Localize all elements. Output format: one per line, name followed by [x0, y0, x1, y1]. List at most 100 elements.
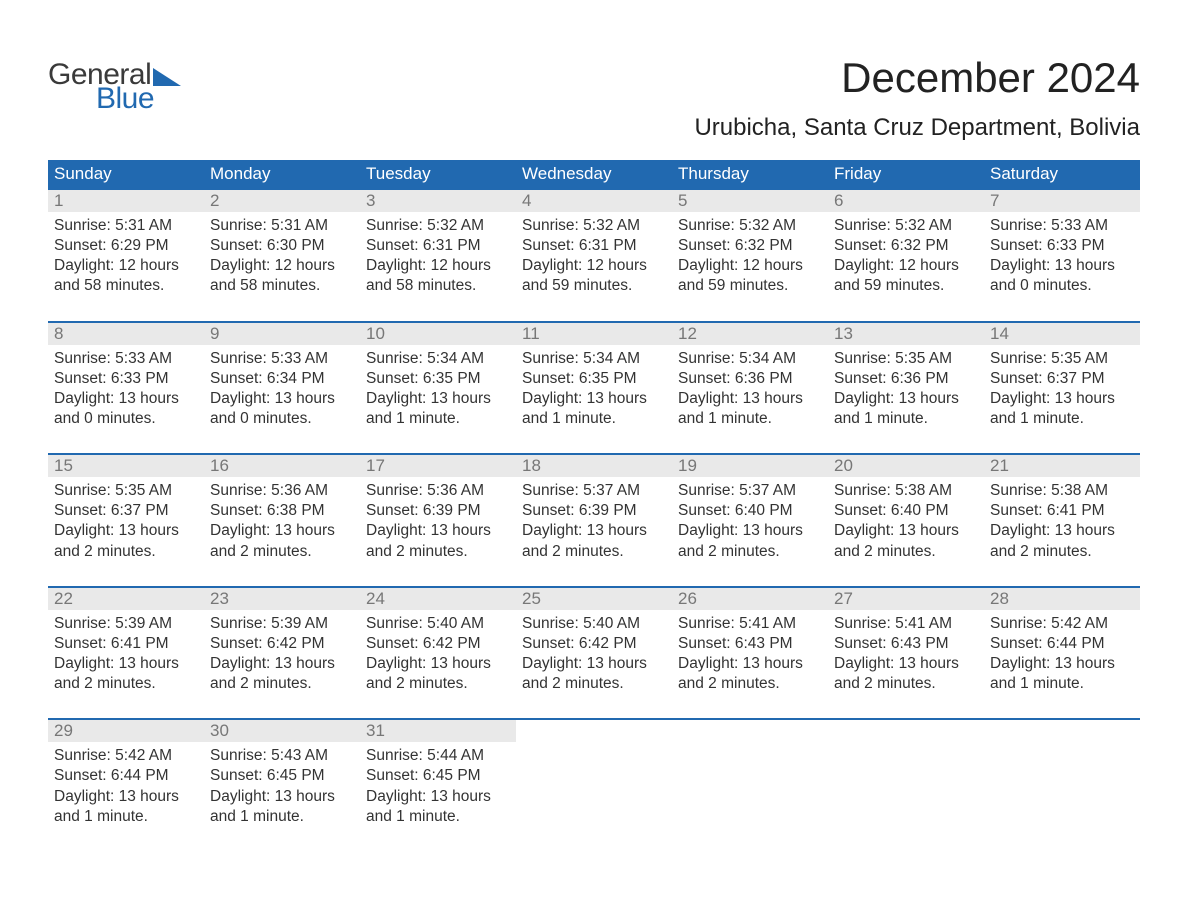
- weekday-header: Tuesday: [360, 160, 516, 188]
- day-daylight2: and 58 minutes.: [366, 276, 510, 296]
- title-block: December 2024 Urubicha, Santa Cruz Depar…: [694, 30, 1140, 154]
- day-number: 26: [672, 588, 828, 610]
- weekday-header: Friday: [828, 160, 984, 188]
- day-daylight2: and 59 minutes.: [678, 276, 822, 296]
- day-sunrise: Sunrise: 5:41 AM: [678, 614, 822, 634]
- day-sunrise: Sunrise: 5:32 AM: [522, 216, 666, 236]
- day-number: 27: [828, 588, 984, 610]
- day-daylight1: Daylight: 13 hours: [522, 654, 666, 674]
- day-sunset: Sunset: 6:30 PM: [210, 236, 354, 256]
- day-number: 2: [204, 190, 360, 212]
- day-daylight2: and 1 minute.: [678, 409, 822, 429]
- day-details: Sunrise: 5:44 AMSunset: 6:45 PMDaylight:…: [360, 742, 516, 831]
- day-daylight2: and 1 minute.: [522, 409, 666, 429]
- day-sunrise: Sunrise: 5:32 AM: [834, 216, 978, 236]
- day-sunset: Sunset: 6:43 PM: [678, 634, 822, 654]
- day-number: 4: [516, 190, 672, 212]
- day-details: Sunrise: 5:42 AMSunset: 6:44 PMDaylight:…: [984, 610, 1140, 699]
- day-sunrise: Sunrise: 5:37 AM: [522, 481, 666, 501]
- day-number: 14: [984, 323, 1140, 345]
- day-daylight2: and 59 minutes.: [834, 276, 978, 296]
- location-subtitle: Urubicha, Santa Cruz Department, Bolivia: [694, 114, 1140, 142]
- day-cell: 30Sunrise: 5:43 AMSunset: 6:45 PMDayligh…: [204, 720, 360, 831]
- day-sunrise: Sunrise: 5:44 AM: [366, 746, 510, 766]
- day-number: 29: [48, 720, 204, 742]
- day-daylight2: and 2 minutes.: [990, 542, 1134, 562]
- day-sunrise: Sunrise: 5:31 AM: [210, 216, 354, 236]
- day-daylight2: and 1 minute.: [366, 807, 510, 827]
- day-daylight2: and 2 minutes.: [54, 674, 198, 694]
- day-daylight1: Daylight: 12 hours: [678, 256, 822, 276]
- day-daylight2: and 1 minute.: [366, 409, 510, 429]
- day-sunset: Sunset: 6:38 PM: [210, 501, 354, 521]
- day-cell: 21Sunrise: 5:38 AMSunset: 6:41 PMDayligh…: [984, 455, 1140, 566]
- day-daylight2: and 2 minutes.: [366, 542, 510, 562]
- day-cell: 10Sunrise: 5:34 AMSunset: 6:35 PMDayligh…: [360, 323, 516, 434]
- day-cell: 12Sunrise: 5:34 AMSunset: 6:36 PMDayligh…: [672, 323, 828, 434]
- day-details: Sunrise: 5:40 AMSunset: 6:42 PMDaylight:…: [516, 610, 672, 699]
- day-cell: 22Sunrise: 5:39 AMSunset: 6:41 PMDayligh…: [48, 588, 204, 699]
- day-number: 15: [48, 455, 204, 477]
- day-daylight1: Daylight: 13 hours: [366, 654, 510, 674]
- day-sunset: Sunset: 6:45 PM: [366, 766, 510, 786]
- week-row: 8Sunrise: 5:33 AMSunset: 6:33 PMDaylight…: [48, 321, 1140, 434]
- day-cell: 23Sunrise: 5:39 AMSunset: 6:42 PMDayligh…: [204, 588, 360, 699]
- day-sunrise: Sunrise: 5:35 AM: [990, 349, 1134, 369]
- day-cell: [828, 720, 984, 831]
- day-daylight1: Daylight: 13 hours: [366, 787, 510, 807]
- day-sunrise: Sunrise: 5:33 AM: [990, 216, 1134, 236]
- day-daylight2: and 2 minutes.: [210, 674, 354, 694]
- day-number: 5: [672, 190, 828, 212]
- day-daylight2: and 1 minute.: [990, 674, 1134, 694]
- day-daylight1: Daylight: 12 hours: [54, 256, 198, 276]
- logo: General Blue: [48, 58, 181, 116]
- day-daylight1: Daylight: 12 hours: [834, 256, 978, 276]
- day-number: 12: [672, 323, 828, 345]
- day-cell: 5Sunrise: 5:32 AMSunset: 6:32 PMDaylight…: [672, 190, 828, 301]
- day-cell: 19Sunrise: 5:37 AMSunset: 6:40 PMDayligh…: [672, 455, 828, 566]
- day-daylight2: and 1 minute.: [990, 409, 1134, 429]
- day-daylight1: Daylight: 13 hours: [678, 521, 822, 541]
- day-sunset: Sunset: 6:34 PM: [210, 369, 354, 389]
- day-daylight2: and 2 minutes.: [522, 674, 666, 694]
- weekday-header: Saturday: [984, 160, 1140, 188]
- day-daylight1: Daylight: 13 hours: [366, 521, 510, 541]
- day-sunset: Sunset: 6:37 PM: [990, 369, 1134, 389]
- day-cell: 17Sunrise: 5:36 AMSunset: 6:39 PMDayligh…: [360, 455, 516, 566]
- day-number: 28: [984, 588, 1140, 610]
- day-details: Sunrise: 5:39 AMSunset: 6:42 PMDaylight:…: [204, 610, 360, 699]
- day-cell: [984, 720, 1140, 831]
- day-sunrise: Sunrise: 5:42 AM: [990, 614, 1134, 634]
- day-details: Sunrise: 5:41 AMSunset: 6:43 PMDaylight:…: [672, 610, 828, 699]
- day-details: Sunrise: 5:34 AMSunset: 6:36 PMDaylight:…: [672, 345, 828, 434]
- day-sunset: Sunset: 6:35 PM: [522, 369, 666, 389]
- day-cell: 7Sunrise: 5:33 AMSunset: 6:33 PMDaylight…: [984, 190, 1140, 301]
- day-number: 31: [360, 720, 516, 742]
- day-details: Sunrise: 5:32 AMSunset: 6:32 PMDaylight:…: [672, 212, 828, 301]
- day-details: Sunrise: 5:31 AMSunset: 6:30 PMDaylight:…: [204, 212, 360, 301]
- day-number: 23: [204, 588, 360, 610]
- day-cell: 20Sunrise: 5:38 AMSunset: 6:40 PMDayligh…: [828, 455, 984, 566]
- day-details: Sunrise: 5:34 AMSunset: 6:35 PMDaylight:…: [360, 345, 516, 434]
- day-sunset: Sunset: 6:43 PM: [834, 634, 978, 654]
- day-daylight1: Daylight: 13 hours: [366, 389, 510, 409]
- day-sunset: Sunset: 6:42 PM: [210, 634, 354, 654]
- day-sunrise: Sunrise: 5:42 AM: [54, 746, 198, 766]
- day-cell: 3Sunrise: 5:32 AMSunset: 6:31 PMDaylight…: [360, 190, 516, 301]
- day-daylight2: and 2 minutes.: [834, 542, 978, 562]
- day-sunrise: Sunrise: 5:39 AM: [54, 614, 198, 634]
- day-daylight2: and 0 minutes.: [54, 409, 198, 429]
- day-daylight2: and 2 minutes.: [210, 542, 354, 562]
- day-sunrise: Sunrise: 5:41 AM: [834, 614, 978, 634]
- day-sunset: Sunset: 6:31 PM: [366, 236, 510, 256]
- logo-text-blue: Blue: [96, 82, 181, 116]
- day-cell: 24Sunrise: 5:40 AMSunset: 6:42 PMDayligh…: [360, 588, 516, 699]
- day-cell: [516, 720, 672, 831]
- day-sunset: Sunset: 6:32 PM: [834, 236, 978, 256]
- day-number: 21: [984, 455, 1140, 477]
- day-sunrise: Sunrise: 5:33 AM: [54, 349, 198, 369]
- day-daylight1: Daylight: 13 hours: [678, 654, 822, 674]
- day-sunset: Sunset: 6:42 PM: [366, 634, 510, 654]
- day-cell: 29Sunrise: 5:42 AMSunset: 6:44 PMDayligh…: [48, 720, 204, 831]
- day-number: 30: [204, 720, 360, 742]
